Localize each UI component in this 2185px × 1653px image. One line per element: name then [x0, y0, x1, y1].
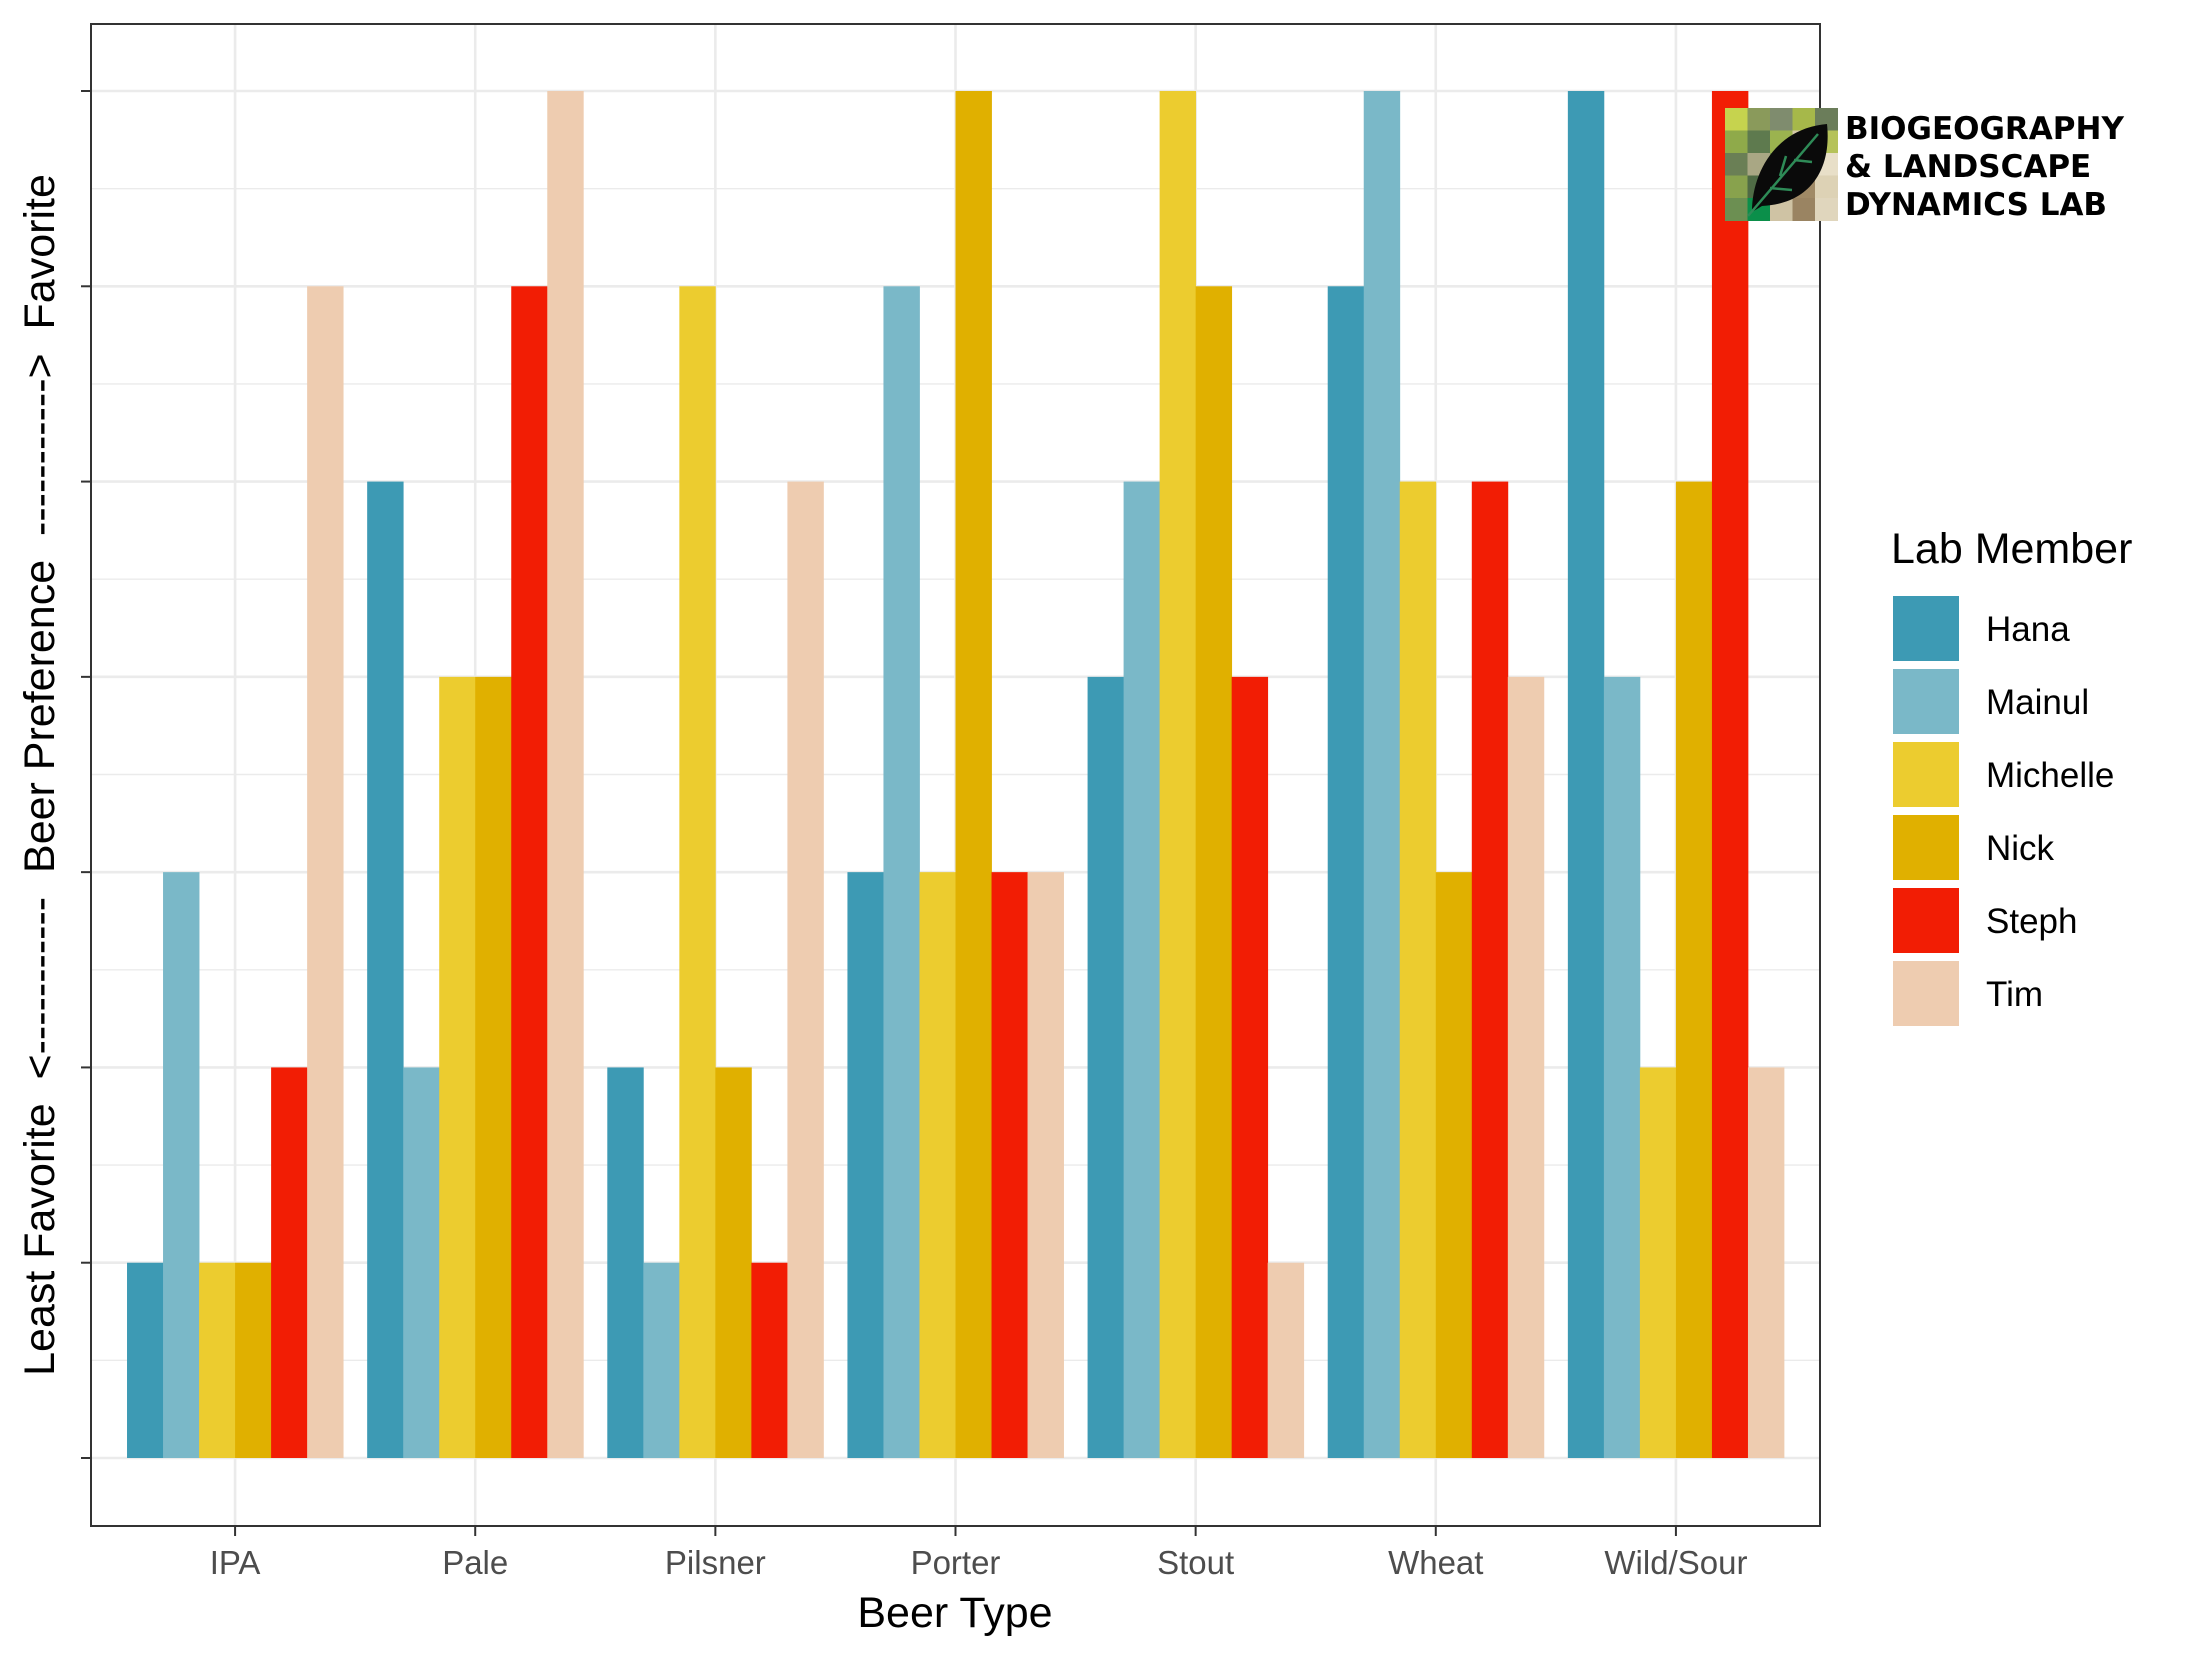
- bar-tim-ipa: [307, 286, 344, 1459]
- legend: Lab Member Hana Mainul Michelle Nick Steph Ti…: [1891, 525, 2132, 1026]
- y-axis-title: Least Favorite <----------- Beer Prefere…: [16, 174, 64, 1376]
- bar-hana-stout: [1087, 676, 1124, 1458]
- bar-mainul-wildsour: [1603, 676, 1641, 1458]
- legend-key-mainul: [1893, 669, 1959, 734]
- bar-nick-stout: [1195, 286, 1233, 1459]
- x-tick-label: Porter: [911, 1544, 1001, 1581]
- logo-line-2: & LANDSCAPE: [1845, 149, 2091, 185]
- logo-mosaic-tile: [1792, 108, 1816, 131]
- bar-tim-pale: [547, 91, 584, 1458]
- leaf-icon: [1725, 108, 1838, 221]
- bar-mainul-ipa: [163, 872, 200, 1458]
- logo-mosaic-tile: [1770, 108, 1793, 131]
- bar-tim-porter: [1027, 872, 1064, 1458]
- bar-michelle-pale: [439, 676, 476, 1458]
- bar-michelle-pilsner: [679, 286, 716, 1459]
- bar-steph-pilsner: [751, 1262, 788, 1458]
- bars: [127, 91, 1785, 1459]
- x-axis-title: Beer Type: [857, 1589, 1052, 1637]
- logo-line-3: DYNAMICS LAB: [1845, 187, 2107, 223]
- bar-michelle-wheat: [1399, 481, 1437, 1459]
- x-tick-label: Pale: [442, 1544, 508, 1581]
- bar-hana-ipa: [127, 1262, 164, 1458]
- bar-steph-pale: [511, 286, 548, 1459]
- bar-steph-porter: [991, 872, 1028, 1458]
- bar-nick-wheat: [1435, 872, 1473, 1458]
- logo-mosaic-tile: [1792, 198, 1816, 221]
- bar-steph-ipa: [271, 1067, 308, 1458]
- legend-label-mainul: Mainul: [1986, 683, 2089, 722]
- legend-label-hana: Hana: [1986, 610, 2070, 649]
- x-tick-label: Pilsner: [665, 1544, 766, 1581]
- bar-tim-pilsner: [787, 481, 824, 1459]
- x-tick-label: Wild/Sour: [1604, 1544, 1747, 1581]
- leaf-vein: [1747, 133, 1819, 217]
- logo-mosaic-tile: [1747, 130, 1771, 154]
- legend-key-hana: [1893, 596, 1959, 661]
- bar-nick-pale: [475, 676, 512, 1458]
- legend-label-steph: Steph: [1986, 902, 2077, 941]
- lab-logo: BIOGEOGRAPHY & LANDSCAPE DYNAMICS LAB: [1725, 108, 2124, 223]
- bar-steph-wildsour: [1711, 91, 1749, 1458]
- legend-key-michelle: [1893, 742, 1959, 807]
- bar-tim-stout: [1267, 1262, 1305, 1458]
- legend-key-nick: [1893, 815, 1959, 880]
- bar-nick-porter: [955, 91, 992, 1458]
- bar-steph-stout: [1231, 676, 1269, 1458]
- bar-michelle-ipa: [199, 1262, 236, 1458]
- logo-mosaic-tile: [1815, 175, 1838, 199]
- logo-mosaic-tile: [1747, 108, 1771, 131]
- bar-mainul-wheat: [1363, 91, 1401, 1458]
- bar-nick-ipa: [235, 1262, 272, 1458]
- legend-key-tim: [1893, 961, 1959, 1026]
- logo-mosaic-tile: [1725, 175, 1748, 199]
- logo-mosaic-tile: [1725, 130, 1748, 154]
- bar-tim-wildsour: [1747, 1067, 1785, 1458]
- bar-hana-wheat: [1327, 286, 1365, 1459]
- bar-mainul-porter: [883, 286, 920, 1459]
- axes: IPA Pale Pilsner Porter Stout Wheat Wild/Sour: [81, 90, 1747, 1581]
- bar-mainul-pale: [403, 1067, 440, 1458]
- x-tick-label: Wheat: [1388, 1544, 1483, 1581]
- bar-michelle-porter: [919, 872, 956, 1458]
- x-tick-label: Stout: [1157, 1544, 1234, 1581]
- logo-mosaic-tile: [1725, 198, 1748, 221]
- bar-michelle-wildsour: [1639, 1067, 1677, 1458]
- legend-label-tim: Tim: [1986, 975, 2043, 1014]
- bar-nick-wildsour: [1675, 481, 1713, 1459]
- legend-title: Lab Member: [1891, 525, 2132, 573]
- logo-line-1: BIOGEOGRAPHY: [1845, 111, 2124, 147]
- bar-hana-pale: [367, 481, 404, 1459]
- bar-mainul-pilsner: [643, 1262, 680, 1458]
- bar-nick-pilsner: [715, 1067, 752, 1458]
- bar-hana-porter: [847, 872, 884, 1458]
- logo-mosaic-tile: [1815, 198, 1838, 221]
- bar-mainul-stout: [1123, 481, 1161, 1459]
- legend-label-michelle: Michelle: [1986, 756, 2114, 795]
- bar-tim-wheat: [1507, 676, 1545, 1458]
- bar-hana-wildsour: [1567, 91, 1605, 1458]
- bar-steph-wheat: [1471, 481, 1509, 1459]
- bar-hana-pilsner: [607, 1067, 644, 1458]
- x-tick-label: IPA: [210, 1544, 261, 1581]
- legend-key-steph: [1893, 888, 1959, 953]
- logo-mosaic-tile: [1725, 153, 1748, 176]
- bar-michelle-stout: [1159, 91, 1197, 1458]
- logo-mosaic-tile: [1725, 108, 1748, 131]
- legend-label-nick: Nick: [1986, 829, 2055, 868]
